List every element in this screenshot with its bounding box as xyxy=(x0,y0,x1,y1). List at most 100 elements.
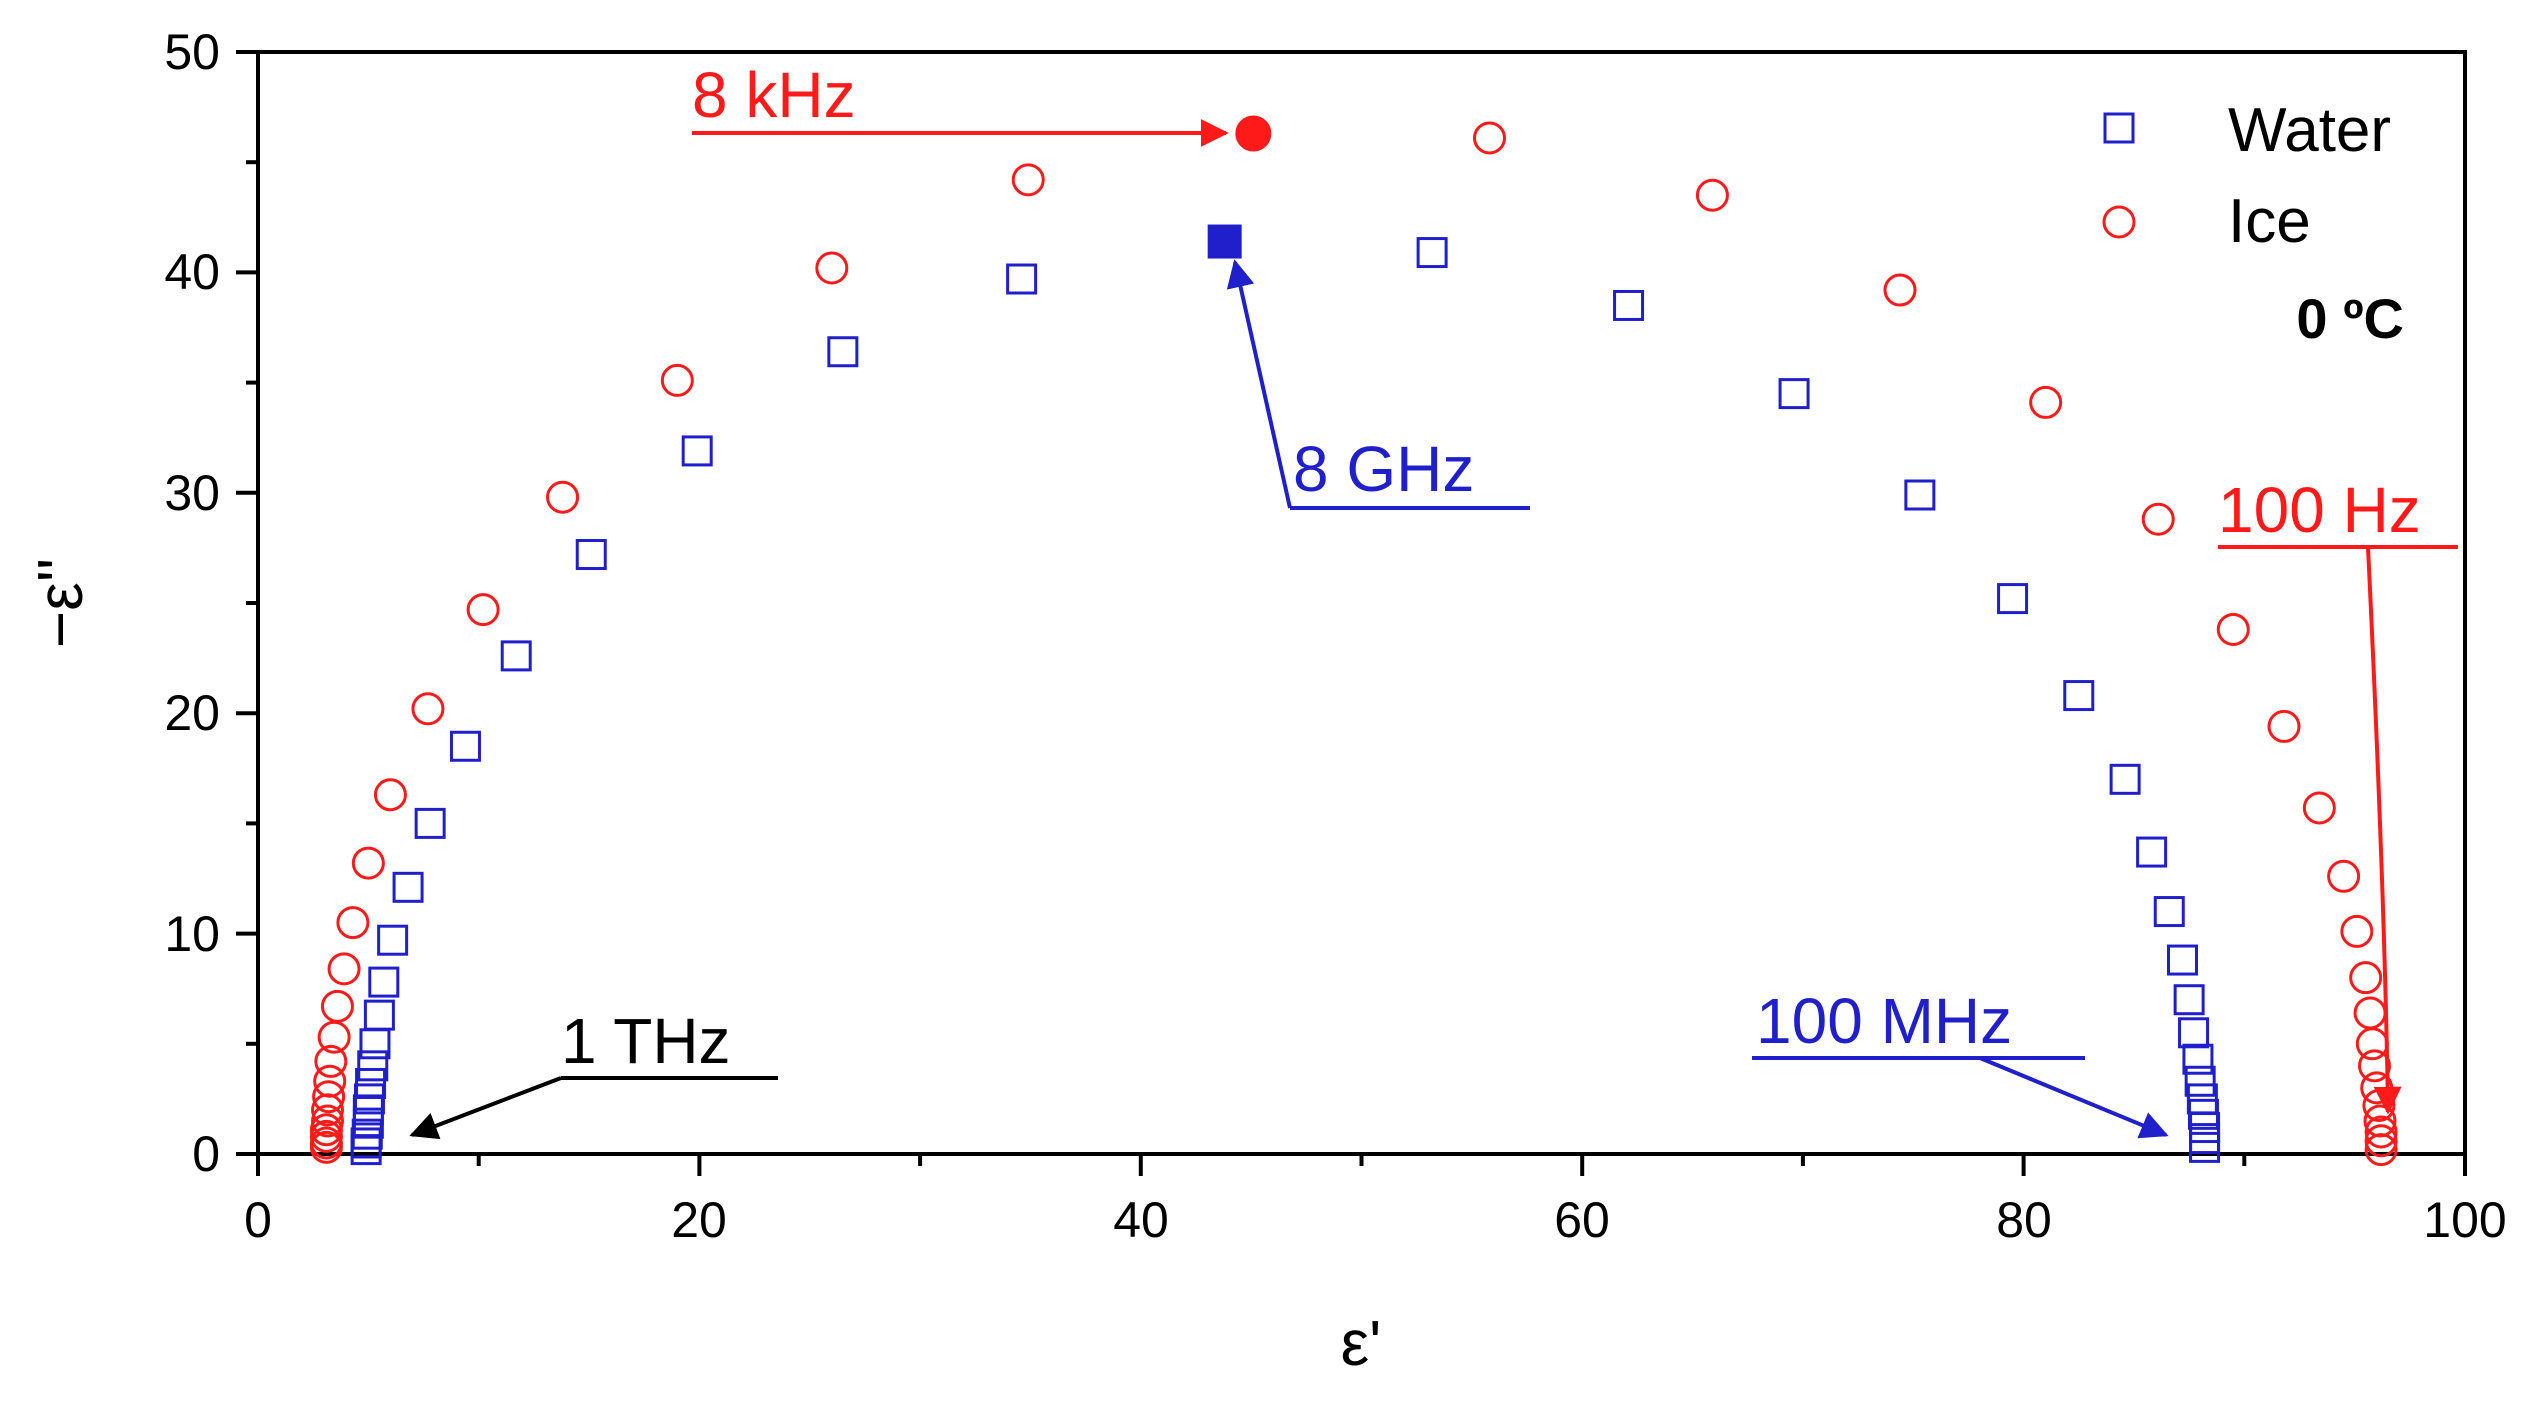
x-axis-title: ε' xyxy=(1341,1307,1382,1379)
x-tick-label: 0 xyxy=(244,1192,272,1248)
ice-point xyxy=(2216,612,2250,646)
ice-point xyxy=(336,906,370,940)
ice-point xyxy=(320,989,354,1023)
ice-point xyxy=(2141,502,2175,536)
annotation-8khz: 8 kHz xyxy=(692,59,1229,147)
y-tick-label: 10 xyxy=(164,906,220,962)
annotation-100hz: 100 Hz xyxy=(2218,474,2458,1115)
water-point xyxy=(2184,1065,2216,1097)
water-point xyxy=(1904,479,1936,511)
ice-point xyxy=(660,363,694,397)
water-point xyxy=(392,871,424,903)
ice-point xyxy=(309,1130,343,1164)
water-point xyxy=(377,924,409,956)
water-point xyxy=(500,640,532,672)
legend-marker-water xyxy=(2103,112,2135,144)
water-point xyxy=(2178,1017,2210,1049)
ice-point xyxy=(317,1020,351,1054)
annotation-100hz-label: 100 Hz xyxy=(2218,474,2421,546)
legend-label-water: Water xyxy=(2228,96,2391,165)
annotation-8ghz-label: 8 GHz xyxy=(1293,433,1474,505)
water-point xyxy=(363,999,395,1031)
water-point xyxy=(2167,944,2199,976)
ice-point xyxy=(373,778,407,812)
x-tick-label: 20 xyxy=(671,1192,727,1248)
x-tick-labels: 0 20 40 60 80 100 xyxy=(244,1192,2507,1248)
annotation-1thz: 1 THz xyxy=(409,1005,778,1140)
axis-ticks xyxy=(236,50,2467,1176)
series-water xyxy=(350,226,2221,1166)
highlight-points xyxy=(1207,115,1272,259)
water-point xyxy=(2109,763,2141,795)
ice-point xyxy=(2302,791,2336,825)
annotation-1thz-arrow xyxy=(409,1076,562,1140)
ice-point xyxy=(1883,273,1917,307)
ice-point xyxy=(2353,996,2387,1030)
ice-point xyxy=(2364,1115,2398,1149)
water-point xyxy=(1006,263,1038,295)
water-point xyxy=(350,1134,382,1166)
water-point xyxy=(1613,289,1645,321)
y-tick-label: 0 xyxy=(192,1126,220,1182)
y-tick-label: 50 xyxy=(164,24,220,80)
y-axis-title: −ε'' xyxy=(24,558,96,648)
x-tick-label: 60 xyxy=(1554,1192,1610,1248)
ice-point xyxy=(314,1044,348,1078)
water-point xyxy=(2182,1043,2214,1075)
y-tick-label: 20 xyxy=(164,685,220,741)
water-point xyxy=(1997,583,2029,615)
water-point xyxy=(1778,378,1810,410)
water-point xyxy=(575,539,607,571)
annotation-100hz-arrow xyxy=(2366,546,2402,1115)
ice-point xyxy=(466,593,500,627)
water-point xyxy=(2153,896,2185,928)
water-point xyxy=(2189,1131,2221,1163)
water-point xyxy=(414,807,446,839)
ice-point xyxy=(1011,163,1045,197)
ice-point xyxy=(1695,178,1729,212)
ice-point xyxy=(2327,859,2361,893)
water-point xyxy=(449,730,481,762)
ice-point xyxy=(546,480,580,514)
legend-label-ice: Ice xyxy=(2228,187,2311,256)
ice-8khz-point xyxy=(1235,115,1272,152)
water-point xyxy=(2063,680,2095,712)
water-point xyxy=(2173,984,2205,1016)
annotation-100mhz-label: 100 MHz xyxy=(1756,985,2012,1057)
ice-point xyxy=(1473,121,1507,155)
x-tick-label: 100 xyxy=(2423,1192,2506,1248)
ice-point xyxy=(2349,961,2383,995)
ice-point xyxy=(312,1080,346,1114)
water-point xyxy=(827,336,859,368)
water-point xyxy=(1416,237,1448,269)
ice-point xyxy=(815,251,849,285)
x-tick-label: 80 xyxy=(1996,1192,2052,1248)
water-8ghz-point xyxy=(1207,224,1242,259)
condition-label: 0 ºC xyxy=(2296,287,2404,350)
ice-point xyxy=(2358,1049,2392,1083)
legend: Water Ice 0 ºC xyxy=(2102,96,2404,350)
ice-point xyxy=(311,1093,345,1127)
y-tick-labels: 0 10 20 30 40 50 xyxy=(164,24,220,1182)
annotation-8khz-label: 8 kHz xyxy=(692,59,856,131)
ice-point xyxy=(327,952,361,986)
x-tick-label: 40 xyxy=(1113,1192,1169,1248)
water-point xyxy=(359,1028,391,1060)
legend-marker-ice xyxy=(2102,205,2136,239)
water-point xyxy=(357,1050,389,1082)
ice-point xyxy=(2340,914,2374,948)
ice-point xyxy=(2364,1124,2398,1158)
annotation-8ghz-arrow xyxy=(1226,259,1292,509)
water-point xyxy=(2186,1083,2218,1115)
ice-point xyxy=(351,846,385,880)
annotation-100mhz-arrow xyxy=(1979,1056,2169,1139)
ice-point xyxy=(2355,1027,2389,1061)
y-tick-label: 30 xyxy=(164,465,220,521)
annotation-1thz-label: 1 THz xyxy=(561,1005,731,1077)
ice-point xyxy=(2029,385,2063,419)
annotation-100mhz: 100 MHz xyxy=(1752,985,2169,1139)
y-tick-label: 40 xyxy=(164,244,220,300)
series-ice xyxy=(309,117,2398,1167)
water-point xyxy=(2136,836,2168,868)
